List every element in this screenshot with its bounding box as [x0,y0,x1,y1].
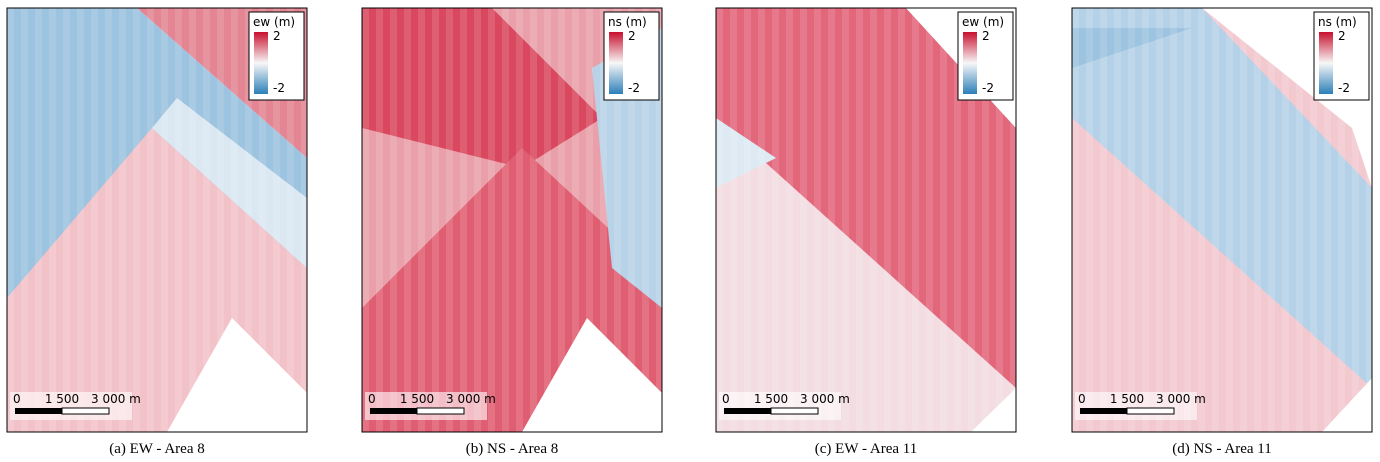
map-image [716,8,1016,432]
scale-label: 1 500 [400,392,434,406]
scale-black [1080,408,1127,414]
scale-bg [719,392,841,420]
scale-label: 1 500 [1110,392,1144,406]
scale-bg [10,392,132,420]
legend-min: -2 [982,81,994,95]
scale-label: 1 500 [754,392,788,406]
caption: (a) EW - Area 8 [109,441,205,457]
legend-title: ew (m) [253,15,295,29]
scale-label: 3 000 m [91,392,141,406]
legend-max: 2 [628,29,636,43]
legend-title: ew (m) [962,15,1004,29]
caption: (d) NS - Area 11 [1172,441,1271,457]
legend-title: ns (m) [1318,15,1357,29]
scale-label: 3 000 m [800,392,850,406]
legend-min: -2 [273,81,285,95]
scale-white [61,407,110,415]
legend-min: -2 [628,81,640,95]
map-frame [6,7,308,433]
scale-label: 3 000 m [1156,392,1206,406]
scale-bg [365,392,487,420]
map-frame [715,7,1017,433]
scale-label: 0 [1078,392,1086,406]
map-panel: ew (m)2 -2 0 1 500 3 000 m [6,7,308,433]
scale-label: 0 [13,392,21,406]
scale-label: 3 000 m [446,392,496,406]
color-bar [609,32,623,94]
scale-white [416,407,465,415]
legend-title: ns (m) [608,15,647,29]
scale-label: 0 [368,392,376,406]
color-bar [963,32,977,94]
scale-black [15,408,62,414]
scale-white [770,407,819,415]
map-image [1072,8,1372,432]
map-panel: ew (m)2 -2 0 1 500 3 000 m [715,7,1017,433]
caption: (b) NS - Area 8 [466,441,558,457]
map-frame [1071,7,1373,433]
map-panel: ns (m)2 -2 0 1 500 3 000 m [1071,7,1373,433]
legend-max: 2 [982,29,990,43]
scale-bg [1075,392,1197,420]
legend-min: -2 [1338,81,1350,95]
legend-max: 2 [273,29,281,43]
scale-black [370,408,417,414]
legend-max: 2 [1338,29,1346,43]
map-panel: ns (m)2 -2 0 1 500 3 000 m [361,7,663,433]
caption: (c) EW - Area 11 [815,441,917,457]
color-bar [1319,32,1333,94]
color-bar [254,32,268,94]
scale-black [724,408,771,414]
map-frame [361,7,663,433]
scale-label: 1 500 [45,392,79,406]
scale-label: 0 [722,392,730,406]
scale-white [1126,407,1175,415]
